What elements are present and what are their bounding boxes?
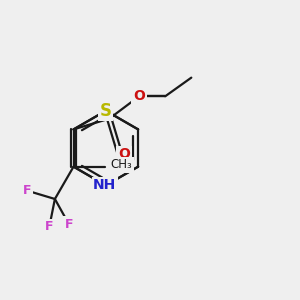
Text: CH₃: CH₃: [110, 158, 132, 171]
Text: S: S: [100, 102, 112, 120]
Text: F: F: [64, 218, 73, 231]
Text: O: O: [133, 89, 145, 103]
Text: F: F: [23, 184, 31, 197]
Text: O: O: [118, 147, 130, 161]
Text: F: F: [45, 220, 53, 233]
Text: NH: NH: [93, 178, 116, 192]
